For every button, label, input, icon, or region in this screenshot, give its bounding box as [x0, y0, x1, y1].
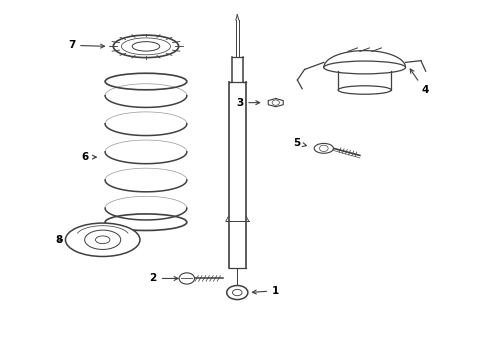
- Text: 6: 6: [81, 152, 96, 162]
- Ellipse shape: [337, 86, 390, 94]
- Text: 2: 2: [149, 274, 178, 283]
- Text: 5: 5: [292, 138, 306, 148]
- Ellipse shape: [65, 223, 140, 256]
- Text: 7: 7: [68, 40, 104, 50]
- Text: 1: 1: [252, 286, 279, 296]
- Text: 8: 8: [56, 235, 63, 245]
- Text: 4: 4: [409, 69, 427, 95]
- Ellipse shape: [323, 61, 405, 74]
- Ellipse shape: [314, 143, 333, 153]
- Circle shape: [179, 273, 194, 284]
- Ellipse shape: [226, 285, 247, 300]
- Text: 3: 3: [236, 98, 259, 108]
- Polygon shape: [268, 99, 283, 107]
